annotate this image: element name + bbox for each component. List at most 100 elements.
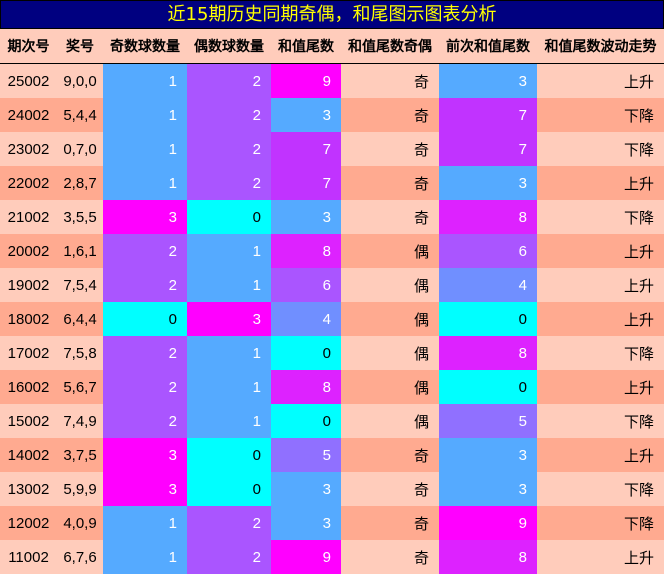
even-count-cell: 2 <box>187 506 271 540</box>
header-even-count: 偶数球数量 <box>187 29 271 64</box>
tail-parity-cell: 偶 <box>341 336 439 370</box>
table-row: 24002 5,4,4 1 2 3 奇 7 下降 <box>0 98 664 132</box>
odd-count-cell: 2 <box>103 370 187 404</box>
numbers-cell: 0,7,0 <box>57 132 103 166</box>
issue-cell: 12002 <box>0 506 57 540</box>
tail-parity-cell: 偶 <box>341 268 439 302</box>
header-sum-tail: 和值尾数 <box>271 29 341 64</box>
trend-cell: 上升 <box>537 63 664 98</box>
table-row: 11002 6,7,6 1 2 9 奇 8 上升 <box>0 540 664 574</box>
tail-parity-cell: 奇 <box>341 540 439 574</box>
issue-cell: 21002 <box>0 200 57 234</box>
sum-tail-cell: 4 <box>271 302 341 336</box>
trend-cell: 上升 <box>537 302 664 336</box>
even-count-cell: 1 <box>187 370 271 404</box>
sum-tail-cell: 8 <box>271 234 341 268</box>
prev-tail-cell: 8 <box>439 540 537 574</box>
sum-tail-cell: 9 <box>271 63 341 98</box>
prev-tail-cell: 8 <box>439 200 537 234</box>
tail-parity-cell: 奇 <box>341 506 439 540</box>
prev-tail-cell: 0 <box>439 370 537 404</box>
header-odd-count: 奇数球数量 <box>103 29 187 64</box>
issue-cell: 23002 <box>0 132 57 166</box>
numbers-cell: 7,4,9 <box>57 404 103 438</box>
issue-cell: 15002 <box>0 404 57 438</box>
issue-cell: 11002 <box>0 540 57 574</box>
prev-tail-cell: 9 <box>439 506 537 540</box>
header-numbers: 奖号 <box>57 29 103 64</box>
even-count-cell: 0 <box>187 472 271 506</box>
sum-tail-cell: 7 <box>271 166 341 200</box>
trend-cell: 下降 <box>537 98 664 132</box>
analysis-table: 期次号 奖号 奇数球数量 偶数球数量 和值尾数 和值尾数奇偶 前次和值尾数 和值… <box>0 29 664 574</box>
even-count-cell: 2 <box>187 132 271 166</box>
issue-cell: 20002 <box>0 234 57 268</box>
numbers-cell: 2,8,7 <box>57 166 103 200</box>
header-issue: 期次号 <box>0 29 57 64</box>
issue-cell: 22002 <box>0 166 57 200</box>
even-count-cell: 2 <box>187 98 271 132</box>
table-row: 20002 1,6,1 2 1 8 偶 6 上升 <box>0 234 664 268</box>
table-row: 17002 7,5,8 2 1 0 偶 8 下降 <box>0 336 664 370</box>
numbers-cell: 7,5,4 <box>57 268 103 302</box>
sum-tail-cell: 3 <box>271 506 341 540</box>
odd-count-cell: 3 <box>103 472 187 506</box>
sum-tail-cell: 5 <box>271 438 341 472</box>
sum-tail-cell: 3 <box>271 98 341 132</box>
odd-count-cell: 3 <box>103 438 187 472</box>
trend-cell: 上升 <box>537 166 664 200</box>
odd-count-cell: 1 <box>103 98 187 132</box>
prev-tail-cell: 3 <box>439 472 537 506</box>
prev-tail-cell: 8 <box>439 336 537 370</box>
odd-count-cell: 2 <box>103 268 187 302</box>
header-prev-tail: 前次和值尾数 <box>439 29 537 64</box>
tail-parity-cell: 偶 <box>341 404 439 438</box>
table-row: 12002 4,0,9 1 2 3 奇 9 下降 <box>0 506 664 540</box>
odd-count-cell: 2 <box>103 404 187 438</box>
trend-cell: 下降 <box>537 200 664 234</box>
odd-count-cell: 1 <box>103 540 187 574</box>
issue-cell: 18002 <box>0 302 57 336</box>
tail-parity-cell: 偶 <box>341 234 439 268</box>
page-title: 近15期历史同期奇偶，和尾图示图表分析 <box>0 0 664 29</box>
issue-cell: 19002 <box>0 268 57 302</box>
tail-parity-cell: 奇 <box>341 200 439 234</box>
header-trend: 和值尾数波动走势 <box>537 29 664 64</box>
odd-count-cell: 2 <box>103 336 187 370</box>
trend-cell: 下降 <box>537 336 664 370</box>
odd-count-cell: 1 <box>103 166 187 200</box>
numbers-cell: 1,6,1 <box>57 234 103 268</box>
table-row: 21002 3,5,5 3 0 3 奇 8 下降 <box>0 200 664 234</box>
numbers-cell: 5,9,9 <box>57 472 103 506</box>
even-count-cell: 0 <box>187 200 271 234</box>
sum-tail-cell: 0 <box>271 336 341 370</box>
even-count-cell: 2 <box>187 540 271 574</box>
numbers-cell: 5,6,7 <box>57 370 103 404</box>
numbers-cell: 5,4,4 <box>57 98 103 132</box>
trend-cell: 下降 <box>537 472 664 506</box>
sum-tail-cell: 3 <box>271 472 341 506</box>
tail-parity-cell: 奇 <box>341 98 439 132</box>
trend-cell: 上升 <box>537 438 664 472</box>
header-tail-parity: 和值尾数奇偶 <box>341 29 439 64</box>
odd-count-cell: 3 <box>103 200 187 234</box>
table-row: 13002 5,9,9 3 0 3 奇 3 下降 <box>0 472 664 506</box>
odd-count-cell: 1 <box>103 132 187 166</box>
issue-cell: 16002 <box>0 370 57 404</box>
tail-parity-cell: 偶 <box>341 370 439 404</box>
trend-cell: 上升 <box>537 370 664 404</box>
numbers-cell: 6,7,6 <box>57 540 103 574</box>
odd-count-cell: 2 <box>103 234 187 268</box>
prev-tail-cell: 7 <box>439 98 537 132</box>
issue-cell: 13002 <box>0 472 57 506</box>
even-count-cell: 1 <box>187 404 271 438</box>
table-row: 15002 7,4,9 2 1 0 偶 5 下降 <box>0 404 664 438</box>
numbers-cell: 7,5,8 <box>57 336 103 370</box>
odd-count-cell: 1 <box>103 506 187 540</box>
numbers-cell: 3,5,5 <box>57 200 103 234</box>
sum-tail-cell: 8 <box>271 370 341 404</box>
tail-parity-cell: 偶 <box>341 302 439 336</box>
table-row: 14002 3,7,5 3 0 5 奇 3 上升 <box>0 438 664 472</box>
sum-tail-cell: 9 <box>271 540 341 574</box>
sum-tail-cell: 3 <box>271 200 341 234</box>
